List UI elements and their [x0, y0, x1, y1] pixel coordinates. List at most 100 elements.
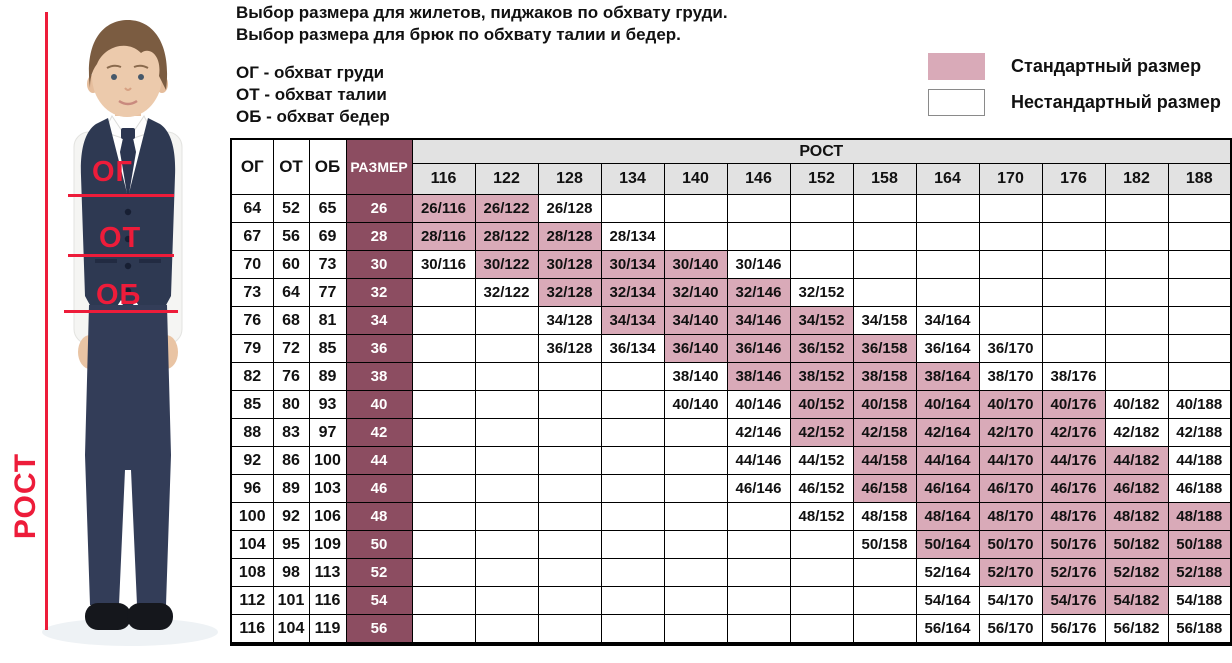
size-row-56: 116 104 119 56 56/164 56/170 56/176 56/182 56/18… — [230, 614, 1232, 645]
empty-cell — [474, 614, 539, 645]
intro-line-1: Выбор размера для жилетов, пиджаков по о… — [236, 3, 728, 22]
empty-cell — [915, 222, 980, 251]
empty-cell — [411, 334, 476, 363]
hips-value: 85 — [308, 334, 347, 363]
empty-cell — [1104, 194, 1169, 223]
size-height-cell: 44/152 — [789, 446, 854, 475]
chest-value: 116 — [230, 614, 274, 645]
empty-cell — [726, 558, 791, 587]
empty-cell — [789, 194, 854, 223]
empty-cell — [978, 222, 1043, 251]
size-height-cell: 26/122 — [474, 194, 539, 223]
size-height-cell: 50/164 — [915, 530, 980, 559]
empty-cell — [726, 586, 791, 615]
waist-value: 60 — [272, 250, 310, 279]
hips-value: 103 — [308, 474, 347, 503]
empty-cell — [474, 306, 539, 335]
left-eye — [111, 74, 117, 80]
empty-cell — [1167, 278, 1232, 307]
size-height-cell: 54/176 — [1041, 586, 1106, 615]
size-height-cell: 38/176 — [1041, 362, 1106, 391]
empty-cell — [411, 474, 476, 503]
size-height-cell: 48/188 — [1167, 502, 1232, 531]
right-brow — [133, 64, 149, 69]
empty-cell — [978, 278, 1043, 307]
chest-value: 96 — [230, 474, 274, 503]
size-height-cell: 46/170 — [978, 474, 1043, 503]
size-height-cell: 40/182 — [1104, 390, 1169, 419]
empty-cell — [789, 250, 854, 279]
height-header-182: 182 — [1104, 163, 1169, 195]
size-height-cell: 34/134 — [600, 306, 665, 335]
waist-value: 76 — [272, 362, 310, 391]
empty-cell — [663, 614, 728, 645]
intro-text: Выбор размера для жилетов, пиджаков по о… — [236, 2, 728, 128]
hips-value: 93 — [308, 390, 347, 419]
size-height-cell: 40/146 — [726, 390, 791, 419]
empty-cell — [411, 306, 476, 335]
size-height-cell: 38/170 — [978, 362, 1043, 391]
hips-value: 77 — [308, 278, 347, 307]
size-height-cell: 44/164 — [915, 446, 980, 475]
empty-cell — [474, 474, 539, 503]
size-row-46: 96 89 103 46 46/146 46/152 46/158 46/164 46/170 4… — [230, 474, 1232, 503]
size-height-cell: 50/158 — [852, 530, 917, 559]
legend: Стандартный размер Нестандартный размер — [928, 53, 1221, 125]
empty-cell — [1104, 222, 1169, 251]
empty-cell — [537, 558, 602, 587]
vest — [80, 118, 176, 319]
waist-value: 92 — [272, 502, 310, 531]
empty-cell — [411, 586, 476, 615]
hips-value: 109 — [308, 530, 347, 559]
empty-cell — [537, 502, 602, 531]
size-table: ОГ ОТ ОБ РАЗМЕР РОСТ 116 122 128 134 140 146 152 158… — [230, 138, 1232, 646]
waist-value: 89 — [272, 474, 310, 503]
empty-cell — [600, 558, 665, 587]
hips-value: 116 — [308, 586, 347, 615]
size-height-cell: 34/146 — [726, 306, 791, 335]
size-value: 54 — [345, 586, 413, 615]
empty-cell — [663, 418, 728, 447]
size-row-38: 82 76 89 38 38/140 38/146 38/152 38/158 38/164 38… — [230, 362, 1232, 391]
floor-shadow — [42, 618, 218, 646]
size-height-cell: 44/182 — [1104, 446, 1169, 475]
chest-value: 92 — [230, 446, 274, 475]
chest-value: 108 — [230, 558, 274, 587]
waist-value: 64 — [272, 278, 310, 307]
empty-cell — [978, 250, 1043, 279]
size-height-cell: 52/176 — [1041, 558, 1106, 587]
abbr-hips: ОБ - обхват бедер — [236, 107, 390, 126]
empty-cell — [537, 418, 602, 447]
empty-cell — [537, 614, 602, 645]
size-value: 48 — [345, 502, 413, 531]
size-height-cell: 42/170 — [978, 418, 1043, 447]
empty-cell — [537, 362, 602, 391]
size-height-cell: 26/116 — [411, 194, 476, 223]
hips-value: 100 — [308, 446, 347, 475]
empty-cell — [663, 446, 728, 475]
size-value: 26 — [345, 194, 413, 223]
hips-value: 97 — [308, 418, 347, 447]
empty-cell — [600, 390, 665, 419]
size-height-cell: 44/170 — [978, 446, 1043, 475]
empty-cell — [474, 530, 539, 559]
size-height-cell: 42/176 — [1041, 418, 1106, 447]
ob-header: ОБ — [308, 138, 347, 195]
nonstandard-size-swatch — [928, 89, 985, 116]
waist-value: 83 — [272, 418, 310, 447]
empty-cell — [537, 474, 602, 503]
waist-label: ОТ — [99, 222, 142, 254]
size-height-cell: 30/116 — [411, 250, 476, 279]
empty-cell — [1104, 362, 1169, 391]
empty-cell — [852, 558, 917, 587]
size-row-26: 64 52 65 26 26/116 26/122 26/128 — [230, 194, 1232, 223]
size-height-cell: 54/164 — [915, 586, 980, 615]
size-height-cell: 36/128 — [537, 334, 602, 363]
size-height-cell: 40/164 — [915, 390, 980, 419]
ot-header: ОТ — [272, 138, 310, 195]
size-height-cell: 44/158 — [852, 446, 917, 475]
height-header-122: 122 — [474, 163, 539, 195]
size-height-cell: 38/164 — [915, 362, 980, 391]
size-value: 30 — [345, 250, 413, 279]
hips-value: 65 — [308, 194, 347, 223]
